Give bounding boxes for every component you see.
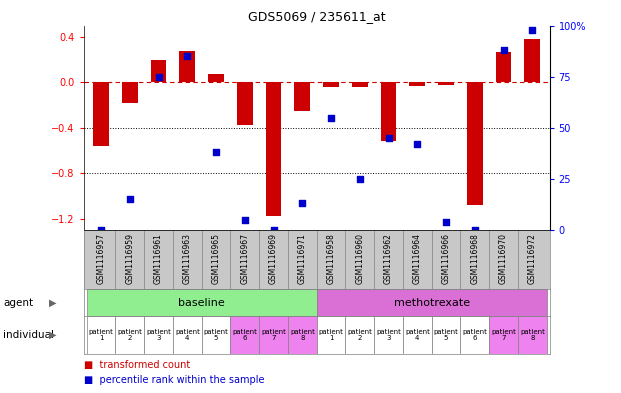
Point (183, 53, 193, 59)
Point (384, 135, 394, 141)
Text: patient
3: patient 3 (376, 329, 401, 341)
Point (412, 141, 422, 147)
Point (441, 219, 451, 225)
Text: GSM1116969: GSM1116969 (269, 233, 278, 284)
Text: patient
5: patient 5 (204, 329, 229, 341)
Text: patient
2: patient 2 (117, 329, 142, 341)
Point (125, 196, 135, 202)
Bar (460, 316, 489, 354)
Bar (403, 316, 432, 354)
Point (211, 149, 221, 155)
Text: baseline: baseline (178, 298, 225, 308)
Bar (122, 82, 138, 103)
Text: ▶: ▶ (49, 330, 57, 340)
Point (240, 217, 250, 223)
Point (527, 26, 537, 33)
Bar (489, 316, 518, 354)
Text: ■  transformed count: ■ transformed count (84, 360, 190, 369)
Text: ▶: ▶ (49, 298, 57, 308)
Bar (202, 316, 230, 354)
Bar (294, 82, 310, 111)
Bar (323, 82, 339, 87)
Text: GSM1116960: GSM1116960 (355, 233, 365, 284)
Bar (237, 82, 253, 125)
Text: agent: agent (3, 298, 34, 308)
Bar (345, 316, 374, 354)
Text: GSM1116959: GSM1116959 (125, 233, 134, 284)
Text: GSM1116957: GSM1116957 (97, 233, 106, 284)
Point (355, 176, 365, 182)
Text: GSM1116958: GSM1116958 (327, 233, 335, 284)
Text: patient
1: patient 1 (319, 329, 343, 341)
Bar (288, 316, 317, 354)
Text: patient
5: patient 5 (433, 329, 458, 341)
Text: patient
6: patient 6 (232, 329, 257, 341)
Text: GSM1116970: GSM1116970 (499, 233, 508, 284)
Bar (518, 316, 546, 354)
Point (96, 227, 106, 233)
Bar (116, 316, 144, 354)
Point (470, 227, 480, 233)
Bar (438, 82, 454, 84)
Bar (409, 82, 425, 86)
Point (499, 47, 509, 53)
Text: patient
2: patient 2 (347, 329, 372, 341)
Text: GSM1116963: GSM1116963 (183, 233, 192, 284)
Text: GSM1116961: GSM1116961 (154, 233, 163, 284)
Text: GSM1116966: GSM1116966 (442, 233, 451, 284)
Bar (432, 316, 460, 354)
Text: patient
7: patient 7 (261, 329, 286, 341)
Bar (317, 316, 345, 354)
Text: GSM1116968: GSM1116968 (470, 233, 479, 284)
Bar (317, 289, 546, 316)
Bar (352, 82, 368, 87)
Bar (144, 316, 173, 354)
Text: methotrexate: methotrexate (394, 298, 469, 308)
Title: GDS5069 / 235611_at: GDS5069 / 235611_at (248, 10, 386, 23)
Bar (87, 316, 116, 354)
Bar (93, 82, 109, 146)
Bar (266, 82, 281, 216)
Bar (87, 289, 317, 316)
Bar (259, 316, 288, 354)
Text: patient
4: patient 4 (405, 329, 430, 341)
Bar (179, 51, 195, 82)
Bar (496, 51, 512, 82)
Text: patient
8: patient 8 (520, 329, 545, 341)
Point (153, 73, 163, 80)
Bar (381, 82, 396, 141)
Bar (208, 74, 224, 82)
Point (297, 200, 307, 206)
Text: GSM1116972: GSM1116972 (528, 233, 537, 284)
Text: GSM1116971: GSM1116971 (298, 233, 307, 284)
Bar (173, 316, 202, 354)
Text: GSM1116962: GSM1116962 (384, 233, 393, 284)
Bar (374, 316, 403, 354)
Text: GSM1116965: GSM1116965 (212, 233, 220, 284)
Text: individual: individual (3, 330, 54, 340)
Text: patient
4: patient 4 (175, 329, 200, 341)
Text: patient
8: patient 8 (290, 329, 315, 341)
Bar (467, 82, 483, 205)
Text: ■  percentile rank within the sample: ■ percentile rank within the sample (84, 375, 265, 385)
Text: patient
3: patient 3 (146, 329, 171, 341)
Text: patient
7: patient 7 (491, 329, 516, 341)
Text: GSM1116967: GSM1116967 (240, 233, 250, 284)
Text: GSM1116964: GSM1116964 (413, 233, 422, 284)
Bar (524, 39, 540, 82)
Bar (151, 60, 166, 82)
Text: patient
6: patient 6 (463, 329, 487, 341)
Bar (230, 316, 259, 354)
Text: patient
1: patient 1 (89, 329, 114, 341)
Point (326, 114, 336, 121)
Point (269, 227, 279, 233)
